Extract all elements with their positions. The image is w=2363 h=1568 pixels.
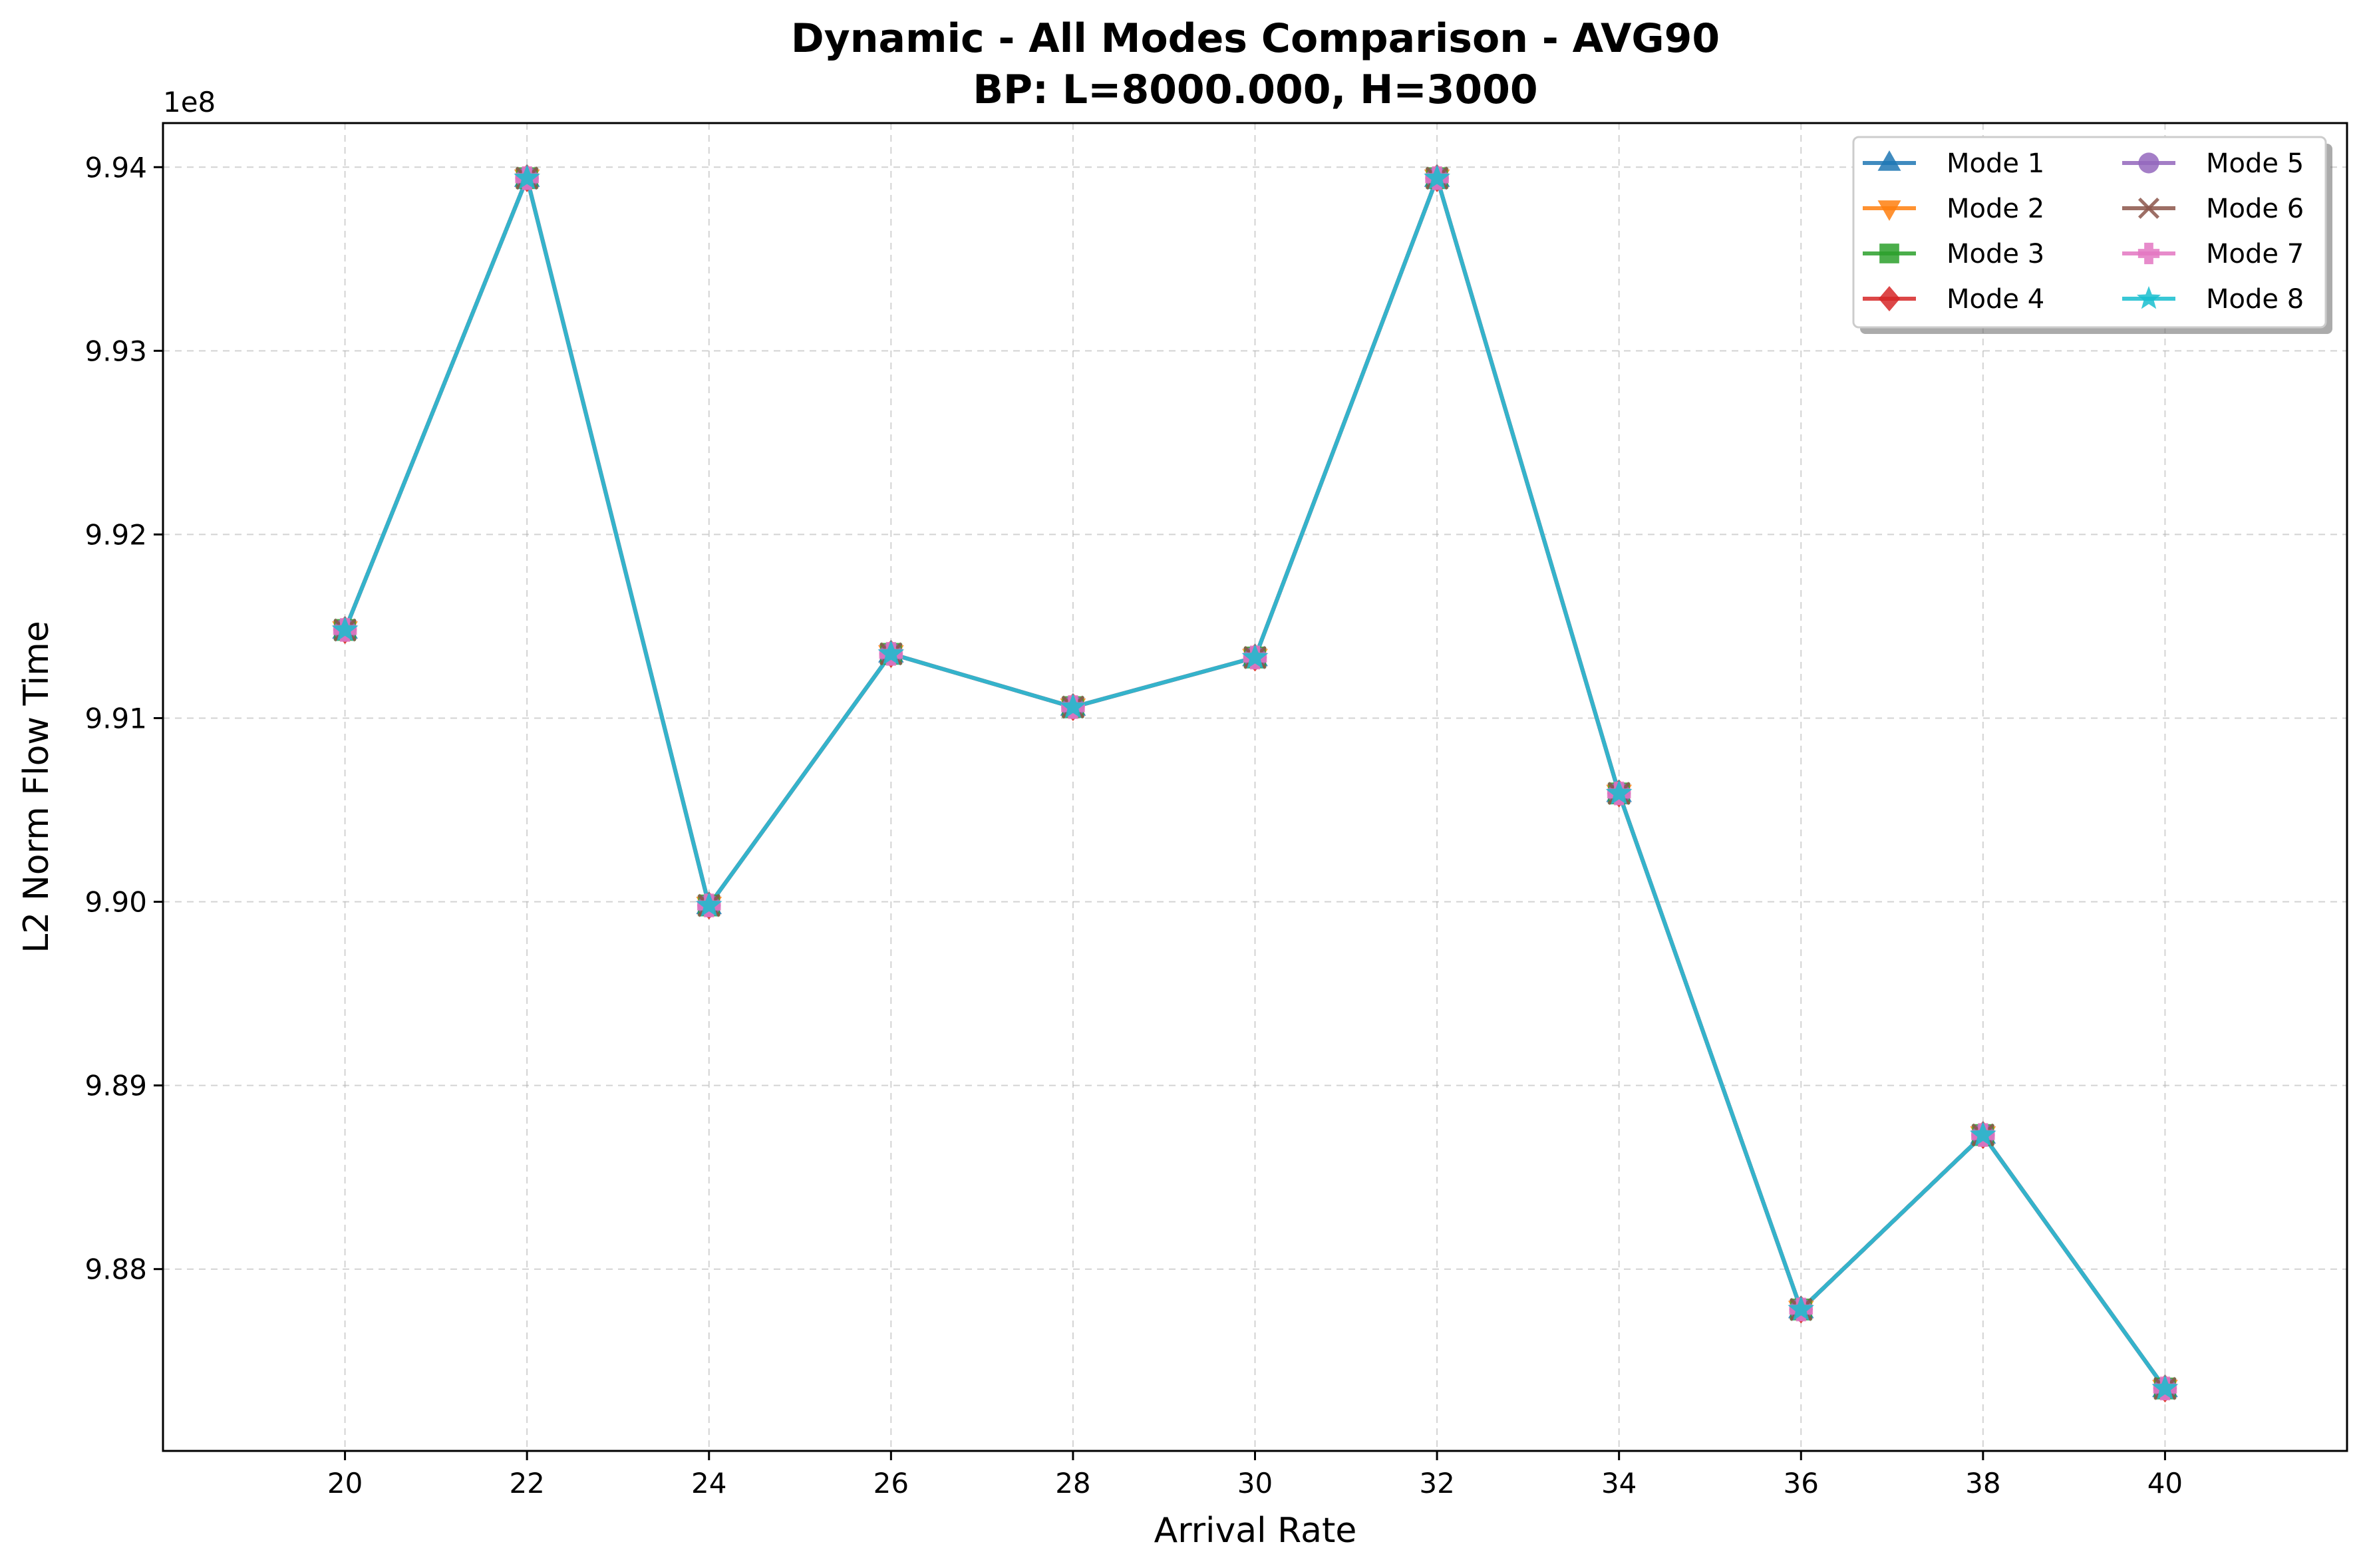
x-tick-label: 26 [873, 1467, 909, 1499]
x-axis-ticks: 20 22 24 26 28 30 32 34 36 38 40 [327, 1451, 2183, 1499]
data-point [331, 616, 359, 641]
data-point [514, 164, 541, 190]
legend-marker [2137, 197, 2160, 220]
legend-marker-shape [2138, 152, 2159, 174]
x-tick-label: 40 [2147, 1467, 2183, 1499]
x-tick-label: 38 [1965, 1467, 2000, 1499]
x-tick-label: 20 [327, 1467, 363, 1499]
legend-marker [1877, 150, 1901, 171]
legend-marker-shape [2136, 286, 2161, 309]
legend-marker [2136, 286, 2161, 309]
x-tick-label: 36 [1784, 1467, 1819, 1499]
legend-marker-shape [1879, 243, 1899, 263]
legend-entry-mode-5: Mode 5 [2122, 148, 2304, 179]
legend-entry-mode-4: Mode 4 [1863, 284, 2044, 315]
legend-marker-shape [1878, 286, 1901, 311]
data-point [2151, 1374, 2179, 1400]
legend-label: Mode 4 [1947, 284, 2044, 315]
y-tick-label: 9.93 [84, 335, 147, 367]
legend-frame [1852, 136, 2327, 329]
y-axis-ticks: 9.88 9.89 9.90 9.91 9.92 9.93 9.94 [84, 151, 163, 1286]
legend-entries: Mode 1 Mode 2 Mode 3 Mode 4 Mode 5 Mode 6 Mode… [1863, 148, 2304, 315]
legend-marker-shape [1877, 200, 1901, 221]
legend-marker [2137, 242, 2160, 265]
y-tick-label: 9.94 [84, 151, 147, 184]
y-tick-label: 9.90 [84, 886, 147, 919]
x-tick-label: 28 [1055, 1467, 1090, 1499]
x-axis-label: Arrival Rate [1154, 1511, 1357, 1551]
data-point [1059, 693, 1086, 718]
legend-entry-mode-8: Mode 8 [2122, 284, 2304, 315]
legend-label: Mode 1 [1947, 148, 2044, 179]
data-point [1605, 779, 1633, 805]
legend-marker [1878, 286, 1901, 311]
y-axis-label: L2 Norm Flow Time [17, 621, 57, 953]
legend-entry-mode-1: Mode 1 [1863, 148, 2044, 179]
series-markers [331, 164, 2179, 1403]
data-point [1241, 643, 1269, 669]
y-tick-label: 9.89 [84, 1070, 147, 1102]
legend-entry-mode-2: Mode 2 [1863, 194, 2044, 224]
chart-title: Dynamic - All Modes Comparison - AVG90 [791, 15, 1720, 62]
legend-marker-shape [2137, 242, 2160, 265]
series-points-mode-8 [331, 164, 2179, 1400]
legend-marker [1877, 200, 1901, 221]
y-tick-label: 9.92 [84, 518, 147, 551]
x-tick-label: 24 [691, 1467, 726, 1499]
legend-label: Mode 3 [1947, 239, 2044, 269]
x-tick-label: 22 [509, 1467, 544, 1499]
x-tick-label: 34 [1601, 1467, 1637, 1499]
legend-label: Mode 7 [2206, 239, 2304, 269]
legend-marker [1879, 243, 1899, 263]
chart-subtitle: BP: L=8000.000, H=3000 [973, 67, 1537, 113]
legend-marker [2138, 152, 2159, 174]
legend-label: Mode 6 [2206, 194, 2304, 224]
x-tick-label: 30 [1237, 1467, 1273, 1499]
legend-label: Mode 8 [2206, 284, 2304, 315]
x-tick-label: 32 [1419, 1467, 1454, 1499]
y-axis-offset-label: 1e8 [163, 86, 216, 118]
legend-entry-mode-3: Mode 3 [1863, 239, 2044, 269]
y-tick-label: 9.88 [84, 1253, 147, 1286]
data-point [877, 639, 905, 665]
data-point [1788, 1295, 1815, 1321]
legend-marker-shape [2137, 197, 2160, 220]
data-point [1969, 1121, 1996, 1147]
legend-label: Mode 5 [2206, 148, 2304, 179]
legend-entry-mode-7: Mode 7 [2122, 239, 2304, 269]
y-tick-label: 9.91 [84, 702, 147, 734]
legend-marker-shape [1877, 150, 1901, 171]
data-point [695, 891, 722, 917]
legend-entry-mode-6: Mode 6 [2122, 194, 2304, 224]
legend: Mode 1 Mode 2 Mode 3 Mode 4 Mode 5 Mode 6 Mode… [1852, 136, 2332, 334]
legend-label: Mode 2 [1947, 194, 2044, 224]
data-point [1424, 164, 1451, 190]
